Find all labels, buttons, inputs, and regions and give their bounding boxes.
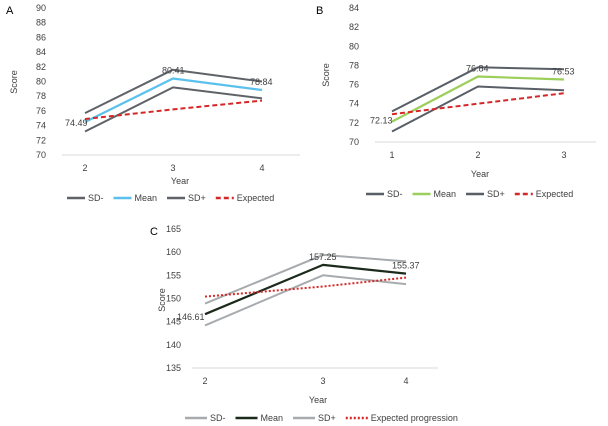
y-tick-label: 80 (36, 77, 46, 87)
legend-entry: Mean (135, 193, 158, 203)
legend-entry: SD- (88, 193, 104, 203)
y-tick-label: 74 (36, 121, 46, 131)
x-tick-label: 3 (320, 376, 325, 386)
y-tick-label: 78 (36, 91, 46, 101)
legend-entry: Expected (536, 189, 574, 199)
legend-entry: SD- (210, 413, 226, 423)
y-tick-label: 88 (36, 18, 46, 28)
y-tick-label: 160 (166, 247, 181, 257)
y-tick-label: 84 (36, 47, 46, 57)
series-line-sd (391, 66, 565, 113)
legend-entry: Mean (434, 189, 457, 199)
x-tick-label: 4 (403, 376, 408, 386)
series-line-mean (204, 263, 407, 316)
panel-c: C 135 140 145 150 155 160 165 2 3 4 Score Year 146.61… (150, 224, 458, 423)
legend-entry: SD- (387, 189, 403, 199)
series-line-sd (204, 274, 407, 327)
x-tick-label: 2 (82, 163, 87, 173)
x-tick-label: 4 (259, 163, 264, 173)
y-tick-label: 140 (166, 340, 181, 350)
x-axis-title: Year (171, 176, 189, 186)
y-axis-title: Score (9, 70, 19, 94)
series-line-sd (84, 86, 263, 133)
y-tick-label: 76 (349, 80, 359, 90)
data-label: 146.61 (177, 312, 205, 322)
series-line-expected (391, 92, 565, 116)
legend-entry: Mean (261, 413, 284, 423)
y-tick-label: 82 (36, 62, 46, 72)
data-label: 80.41 (162, 65, 185, 75)
data-label: 78.84 (250, 77, 273, 87)
y-tick-label: 74 (349, 99, 359, 109)
y-tick-label: 76 (36, 106, 46, 116)
y-tick-label: 150 (166, 294, 181, 304)
series-line-expected (84, 99, 263, 120)
x-tick-label: 3 (561, 150, 566, 160)
series-line-sd (84, 68, 263, 114)
panel-label-b: B (316, 5, 323, 17)
y-tick-label: 155 (166, 270, 181, 280)
series-line-mean (84, 77, 263, 123)
x-axis-title: Year (309, 395, 327, 405)
data-label: 72.13 (370, 116, 393, 126)
y-tick-label: 70 (36, 150, 46, 160)
y-tick-label: 72 (36, 135, 46, 145)
data-label: 76.53 (552, 66, 575, 76)
y-tick-label: 82 (349, 22, 359, 32)
x-tick-label: 1 (389, 150, 394, 160)
panel-label-c: C (150, 226, 158, 238)
y-tick-label: 145 (166, 317, 181, 327)
y-tick-label: 78 (349, 60, 359, 70)
legend-entry: SD+ (487, 189, 505, 199)
legend-entry: Expected progression (371, 413, 458, 423)
panel-label-a: A (6, 5, 14, 17)
y-tick-label: 80 (349, 41, 359, 51)
y-tick-label: 86 (36, 32, 46, 42)
series-line-sd (391, 85, 565, 133)
y-tick-label: 70 (349, 137, 359, 147)
x-tick-label: 2 (202, 376, 207, 386)
data-label: 76.84 (466, 64, 489, 74)
legend-entry: SD+ (188, 193, 206, 203)
legend-entry: SD+ (318, 413, 336, 423)
x-tick-label: 2 (475, 150, 480, 160)
series-line-sd (204, 253, 407, 305)
data-label: 74.49 (65, 118, 88, 128)
y-tick-label: 72 (349, 118, 359, 128)
y-tick-label: 135 (166, 363, 181, 373)
y-tick-label: 84 (349, 3, 359, 13)
legend-entry: Expected (237, 193, 275, 203)
panel-b: B 70 72 74 76 78 80 82 84 1 2 3 Score Year 72.13 76.84 7… (316, 3, 596, 199)
y-tick-label: 165 (166, 224, 181, 234)
series-line-mean (391, 75, 565, 123)
x-axis-title: Year (471, 169, 489, 179)
y-tick-label: 90 (36, 3, 46, 13)
x-tick-label: 3 (170, 163, 175, 173)
data-label: 155.37 (392, 261, 420, 271)
y-axis-title: Score (321, 63, 331, 87)
data-label: 157.25 (309, 252, 337, 262)
y-axis-title: Score (157, 288, 167, 312)
panel-a: A 70 72 74 76 78 80 82 84 86 88 90 2 3 4 Score Year 74.49… (6, 3, 300, 203)
